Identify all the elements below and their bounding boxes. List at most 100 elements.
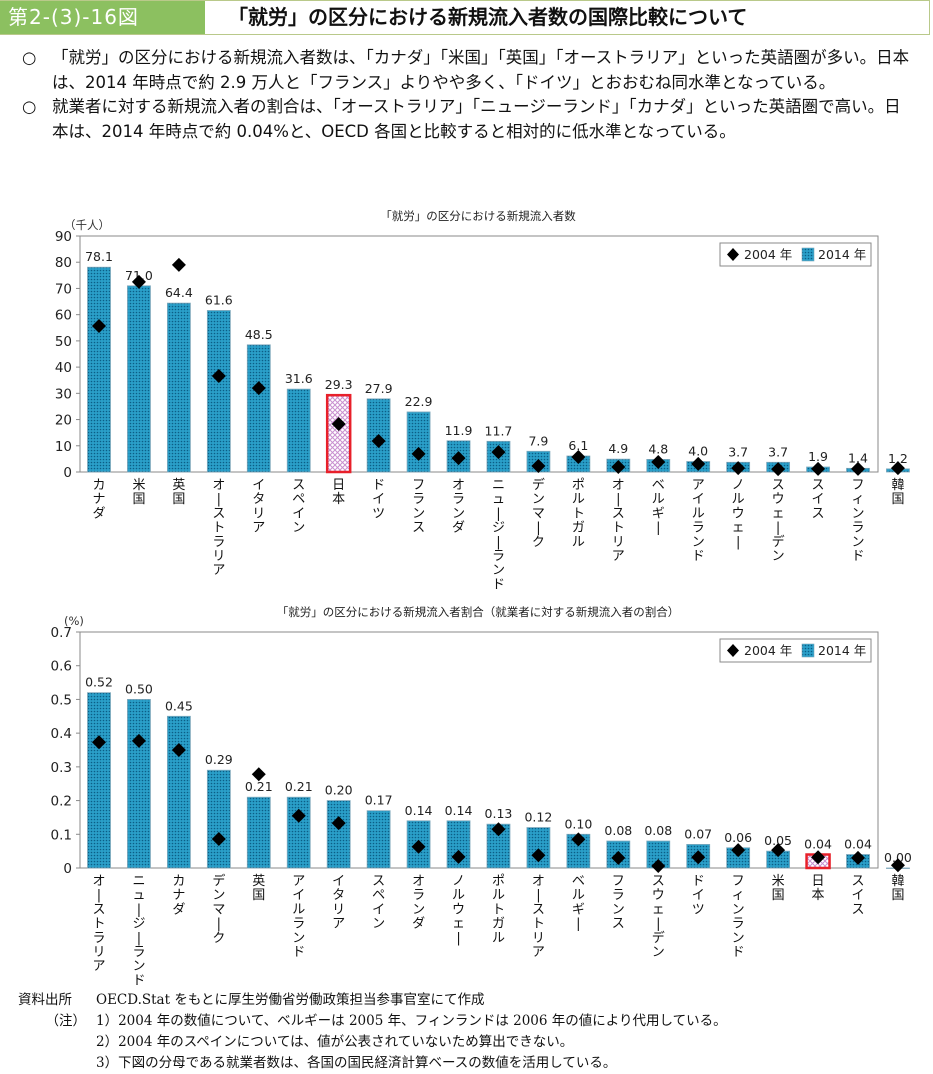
figure-header: 第2-(3)-16図 「就労」の区分における新規流入者数の国際比較について	[0, 0, 930, 35]
bar-2014	[366, 810, 391, 869]
y-tick-label: 40	[55, 360, 72, 376]
bar-2014	[87, 266, 111, 473]
diamond-2004-marker	[92, 735, 106, 750]
x-tick-label: スイス	[812, 478, 825, 521]
bar-value-label: 78.1	[85, 249, 113, 264]
note-row: （注） 1）2004 年の数値について、ベルギーは 2005 年、フィンランドは…	[18, 1011, 727, 1032]
legend-label-2004: 2004 年	[744, 643, 792, 658]
x-tick-label: スイス	[851, 874, 864, 917]
diamond-2004-marker	[611, 850, 626, 865]
x-tick-label: イタリア	[252, 478, 265, 536]
diamond-2004-marker	[251, 381, 266, 396]
summary-item: ○ 就業者に対する新規流入者の割合は、「オーストラリア」「ニュージーランド」「カ…	[22, 95, 912, 144]
bar-value-label: 4.8	[648, 441, 668, 456]
y-tick-label: 80	[55, 255, 72, 271]
bar-2014-japan	[325, 393, 352, 474]
source-label: 資料出所	[18, 992, 72, 1008]
bar-value-label: 27.9	[365, 381, 393, 396]
diamond-2004-marker	[851, 461, 865, 476]
y-tick-label: 90	[55, 229, 72, 245]
bar-value-label: 11.9	[445, 423, 473, 438]
x-tick-label: 韓国	[891, 478, 904, 507]
diamond-2004-marker	[651, 455, 666, 470]
diamond-2004-marker	[491, 822, 506, 837]
note-row: 3）下図の分母である就業者数は、各国の国民経済計算ベースの数値を活用している。	[18, 1053, 727, 1074]
y-tick-label: 0.3	[51, 760, 72, 776]
x-tick-label: ポルトガル	[492, 874, 505, 946]
y-tick-label: 60	[55, 308, 72, 324]
x-tick-label: アイルランド	[692, 478, 705, 564]
diamond-2004-marker	[331, 417, 346, 432]
legend-box	[719, 242, 872, 267]
x-tick-label: アイルランド	[292, 874, 305, 960]
bar-value-label: 0.21	[285, 779, 313, 794]
diamond-2004-marker	[691, 850, 706, 865]
diamond-2004-marker	[131, 733, 146, 748]
summary-section: ○ 「就労」の区分における新規流入者数は、「カナダ」「米国」「英国」「オーストラ…	[22, 46, 912, 144]
y-tick-label: 0.1	[51, 827, 72, 843]
bar-value-label: 0.04	[844, 837, 872, 852]
note-row: 2）2004 年のスペインについては、値が公表されていないため算出できない。	[18, 1032, 727, 1053]
bar-value-label: 22.9	[405, 394, 433, 409]
diamond-2004-marker	[811, 850, 826, 865]
bar-value-label: 0.14	[405, 803, 433, 818]
chart-inflow-ratio: 「就労」の区分における新規流入者割合（就業者に対する新規流入者の割合） (%) 0 0…	[51, 605, 912, 988]
x-tick-label: スウェ|デン	[772, 478, 785, 564]
diamond-2004-marker	[371, 434, 386, 449]
note-text: 3）下図の分母である就業者数は、各国の国民経済計算ベースの数値を活用している。	[96, 1055, 617, 1071]
bar-value-label: 0.29	[205, 752, 233, 767]
plot-frame	[79, 631, 879, 869]
summary-item: ○ 「就労」の区分における新規流入者数は、「カナダ」「米国」「英国」「オーストラ…	[22, 46, 912, 95]
x-tick-label: デンマ|ク	[532, 477, 545, 550]
diamond-2004-marker	[691, 456, 706, 471]
x-tick-label: ニュ|ジ|ランド	[132, 874, 145, 988]
bullet-circle-icon: ○	[22, 48, 37, 67]
x-tick-label: フランス	[612, 874, 625, 932]
diamond-2004-marker	[131, 274, 146, 289]
footer: 資料出所 OECD.Stat をもとに厚生労働省労働政策担当参事官室にて作成 （…	[18, 990, 727, 1074]
bar-value-label: 7.9	[528, 433, 548, 448]
bar-value-label: 0.08	[604, 823, 632, 838]
x-tick-label: スペイン	[372, 874, 385, 932]
x-tick-label: オ|ストラリア	[212, 478, 225, 578]
bar-2014	[166, 302, 191, 473]
x-tick-label: オランダ	[412, 874, 425, 932]
diamond-2004-marker	[890, 858, 905, 873]
x-tick-label: イタリア	[332, 874, 345, 932]
legend-diamond-icon	[727, 644, 739, 657]
y-axis-unit-label: (%)	[64, 614, 84, 628]
legend-bar-swatch-icon	[801, 247, 815, 262]
legend-label-2014: 2014 年	[818, 643, 866, 658]
chart-inflow-count: 「就労」の区分における新規流入者数 （千人） 0 10 20 30 40 50 60 70 80 90…	[55, 209, 910, 592]
bar-2014	[326, 800, 351, 869]
bar-2014	[526, 827, 551, 869]
legend: 2004 年 2014 年	[719, 242, 872, 267]
x-tick-label: ベルギ|	[652, 478, 665, 536]
bar-value-label: 0.21	[245, 779, 273, 794]
diamond-2004-marker	[491, 445, 506, 460]
bar-2014	[246, 796, 271, 869]
bar-value-label: 0.00	[884, 850, 912, 865]
legend: 2004 年 2014 年	[719, 638, 872, 663]
bar-2014	[127, 285, 151, 473]
diamond-2004-marker	[451, 451, 466, 466]
figure-title: 「就労」の区分における新規流入者数の国際比較について	[228, 5, 748, 29]
source-row: 資料出所 OECD.Stat をもとに厚生労働省労働政策担当参事官室にて作成	[18, 990, 727, 1011]
legend-label-2014: 2014 年	[818, 247, 866, 262]
bar-value-label: 0.06	[724, 830, 752, 845]
bar-value-label: 31.6	[285, 371, 313, 386]
x-tick-label: オ|ストリア	[612, 478, 625, 564]
y-tick-label: 0	[63, 465, 72, 481]
x-tick-label: ベルギ|	[572, 874, 585, 932]
bar-value-label: 3.7	[728, 444, 748, 459]
x-tick-label: ノルウェ|	[732, 478, 745, 550]
bar-value-label: 0.10	[564, 816, 592, 831]
x-tick-label: スペイン	[292, 478, 305, 536]
bar-value-label: 0.13	[485, 806, 513, 821]
diamond-2004-marker	[171, 743, 186, 757]
bar-value-label: 0.45	[165, 698, 193, 713]
y-tick-label: 0	[63, 861, 72, 877]
diamond-2004-marker	[851, 850, 865, 865]
bar-value-label: 11.7	[485, 423, 513, 438]
y-tick-label: 0.6	[51, 659, 72, 675]
